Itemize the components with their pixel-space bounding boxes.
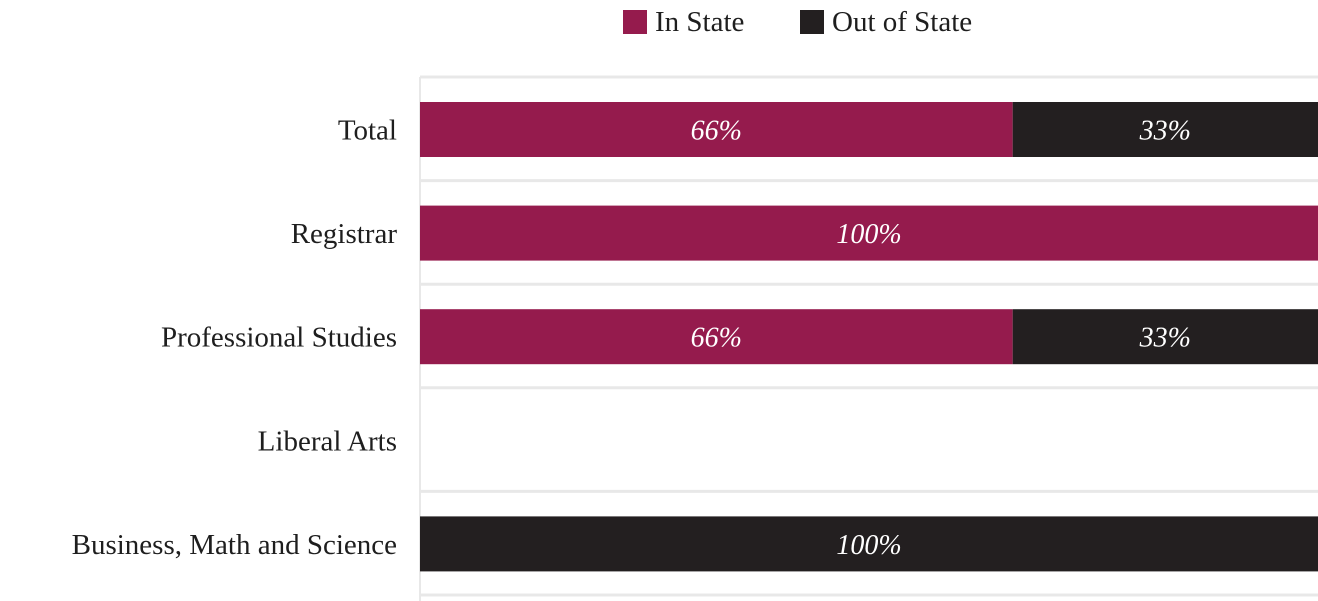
legend-swatch-in-state — [623, 10, 647, 34]
bar-segment — [420, 102, 1013, 157]
data-label: 33% — [1139, 116, 1191, 147]
gridlines — [419, 75, 1318, 601]
legend-label-in-state: In State — [655, 6, 744, 38]
bar-segment — [420, 309, 1013, 365]
legend: In State Out of State — [623, 6, 972, 38]
category-label: Registrar — [291, 218, 398, 250]
category-label: Business, Math and Science — [72, 529, 397, 561]
category-labels: Total Registrar Professional Studies Libera… — [72, 115, 398, 561]
legend-swatch-out-of-state — [800, 10, 824, 34]
bar-segment — [420, 205, 1318, 261]
data-label: 33% — [1139, 323, 1191, 354]
category-label: Professional Studies — [161, 322, 397, 354]
category-label: Total — [338, 115, 397, 147]
bar-segment — [420, 516, 1318, 572]
data-labels: 66% 33% 100% 66% 33% 100% — [691, 116, 1191, 561]
data-label: 100% — [836, 530, 901, 561]
category-label: Liberal Arts — [258, 425, 397, 457]
data-label: 66% — [691, 116, 742, 147]
data-label: 100% — [836, 219, 901, 250]
legend-label-out-of-state: Out of State — [832, 6, 972, 38]
bars — [420, 102, 1318, 572]
data-label: 66% — [691, 323, 742, 354]
bar-segment — [1012, 309, 1318, 365]
bar-segment — [1012, 102, 1318, 157]
